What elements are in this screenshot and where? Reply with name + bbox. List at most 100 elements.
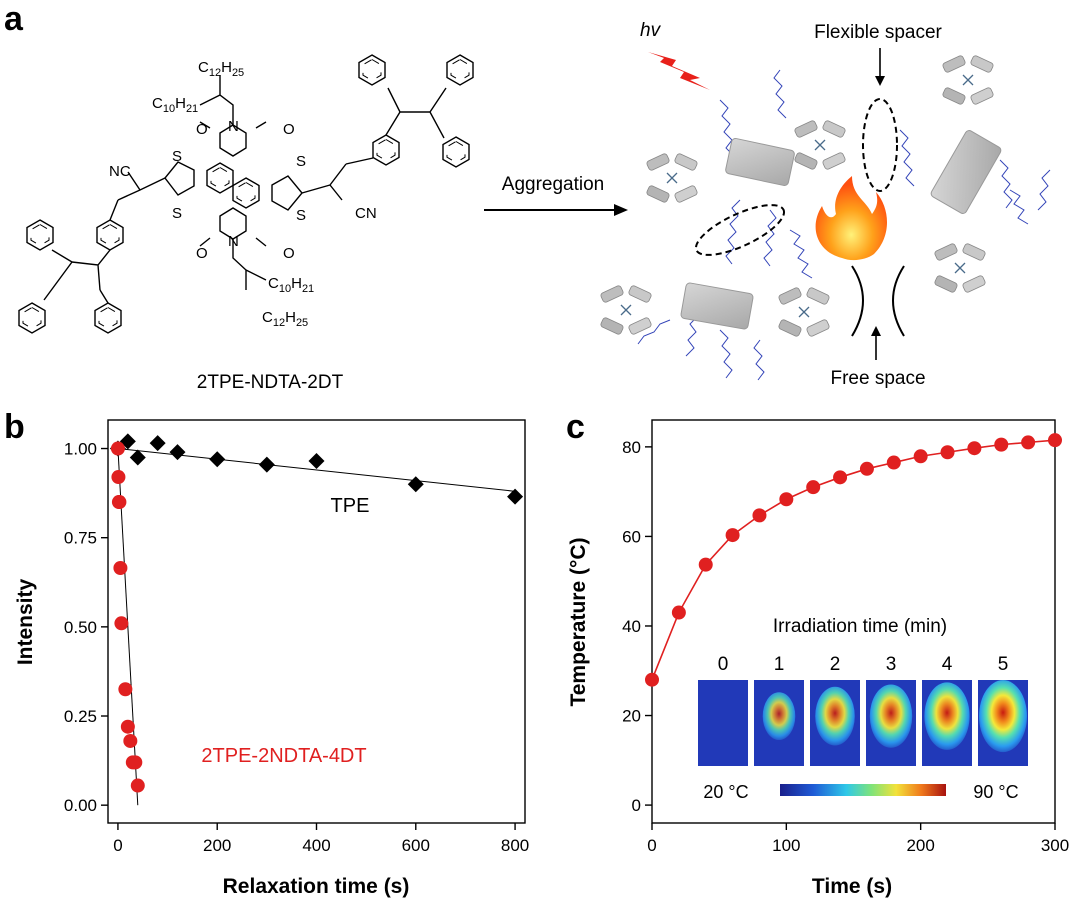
data-point-series-0	[833, 470, 848, 485]
molecule-name: 2TPE-NDTA-2DT	[197, 372, 344, 393]
thermal-frame	[698, 680, 748, 766]
x-tick-label: 200	[906, 836, 934, 855]
n-label-top: N	[228, 118, 239, 135]
y-tick-label: 20	[622, 707, 641, 726]
data-point-series-0	[752, 508, 767, 523]
series-label-2tpe-2ndta-4dt: 2TPE-2NDTA-4DT	[201, 745, 366, 767]
x-tick-label: 0	[647, 836, 656, 855]
thermal-hotspot	[815, 686, 855, 746]
y-tick-label: 0.25	[64, 707, 97, 726]
data-point-series-0	[779, 492, 794, 507]
data-point-series-0	[967, 441, 982, 456]
inset-time-label: 4	[942, 654, 953, 675]
panel-b-letter: b	[4, 408, 25, 446]
thermal-hotspot	[869, 684, 913, 748]
nc-label: NC	[109, 163, 131, 180]
o-label-3: O	[196, 245, 208, 262]
data-point-2tpe-2ndta-4dt	[120, 719, 135, 734]
y-tick-label: 0	[632, 796, 641, 815]
data-point-series-0	[1048, 433, 1062, 448]
data-point-2tpe-2ndta-4dt	[130, 778, 145, 793]
x-tick-label: 100	[772, 836, 800, 855]
data-point-series-0	[645, 672, 659, 687]
alkyl-label-c12-bottom: C12H25	[262, 309, 308, 329]
scale-min-label: 20 °C	[703, 782, 748, 802]
data-point-tpe	[258, 456, 275, 473]
data-point-series-0	[1021, 435, 1036, 450]
y-tick-label: 1.00	[64, 440, 97, 459]
data-point-2tpe-2ndta-4dt	[113, 561, 128, 576]
y-tick-label: 0.00	[64, 796, 97, 815]
aggregation-label: Aggregation	[502, 174, 604, 195]
fit-line-tpe	[117, 448, 516, 492]
data-point-tpe	[209, 451, 226, 468]
y-tick-label: 0.50	[64, 618, 97, 637]
flexible-spacer-label: Flexible spacer	[814, 22, 942, 43]
inset-title: Irradiation time (min)	[773, 616, 947, 637]
y-tick-label: 40	[622, 617, 641, 636]
aggregate-illustration: hv Flexible spacer Free space	[599, 20, 1051, 389]
y-tick-label: 0.75	[64, 529, 97, 548]
data-point-series-0	[994, 437, 1009, 452]
data-point-2tpe-2ndta-4dt	[110, 441, 125, 456]
color-scale-bar	[780, 784, 946, 796]
inset-time-label: 5	[998, 654, 1009, 675]
data-point-2tpe-2ndta-4dt	[123, 733, 138, 748]
thermal-hotspot	[924, 682, 970, 750]
flame-icon	[815, 176, 887, 261]
series-label-tpe: TPE	[331, 495, 370, 517]
data-point-tpe	[507, 488, 524, 505]
data-point-series-0	[913, 449, 928, 464]
data-point-tpe	[169, 444, 186, 461]
panel-a-letter: a	[4, 0, 24, 38]
chart-c-ylabel: Temperature (°C)	[567, 537, 590, 706]
molecule-structure	[18, 54, 474, 334]
data-point-tpe	[407, 476, 424, 493]
aggregation-arrow	[484, 204, 628, 216]
data-point-tpe	[149, 435, 166, 452]
data-point-tpe	[308, 453, 325, 470]
s-label-2: S	[172, 205, 182, 222]
thermal-hotspot	[979, 680, 1027, 753]
chart-b-xlabel: Relaxation time (s)	[223, 875, 410, 898]
inset-time-label: 3	[886, 654, 897, 675]
x-tick-label: 400	[302, 836, 330, 855]
chart-c-xlabel: Time (s)	[812, 875, 892, 898]
thermal-inset: Irradiation time (min) 0 1 2 3 4 5 20 °C 90 °…	[698, 616, 1028, 802]
chart-c-frame	[651, 419, 1056, 824]
inset-time-label: 2	[830, 654, 841, 675]
panel-c-letter: c	[566, 408, 585, 446]
hv-label: hv	[640, 20, 662, 41]
scale-max-label: 90 °C	[973, 782, 1018, 802]
alkyl-label-c10-bottom: C10H21	[268, 275, 314, 295]
data-point-series-0	[671, 605, 686, 620]
data-point-series-0	[725, 528, 740, 543]
data-point-2tpe-2ndta-4dt	[128, 755, 143, 770]
o-label-1: O	[196, 121, 208, 138]
o-label-2: O	[283, 121, 295, 138]
data-point-2tpe-2ndta-4dt	[111, 470, 126, 485]
data-point-series-0	[940, 445, 955, 460]
s-label-4: S	[296, 207, 306, 224]
y-tick-label: 80	[622, 438, 641, 457]
thermal-hotspot	[762, 692, 796, 741]
data-point-series-0	[886, 455, 901, 470]
series-line-series-0	[651, 439, 1056, 681]
data-point-tpe	[129, 449, 146, 466]
s-label-1: S	[172, 148, 182, 165]
chem-labels: C12H25 C10H21 C10H21 C12H25 NC CN N N O …	[109, 59, 377, 329]
data-point-series-0	[859, 461, 874, 476]
cn-label: CN	[355, 205, 377, 222]
alkyl-label-c12-top: C12H25	[198, 59, 244, 79]
o-label-4: O	[283, 245, 295, 262]
x-tick-label: 600	[402, 836, 430, 855]
inset-time-label: 1	[774, 654, 785, 675]
s-label-3: S	[296, 153, 306, 170]
y-tick-label: 60	[622, 527, 641, 546]
data-point-2tpe-2ndta-4dt	[112, 495, 127, 510]
data-point-2tpe-2ndta-4dt	[114, 616, 129, 631]
chart-b: 0 200 400 600 800 0.00 0.25 0.50 0.75 1.00 Relaxa…	[14, 419, 529, 898]
data-point-series-0	[806, 480, 821, 495]
